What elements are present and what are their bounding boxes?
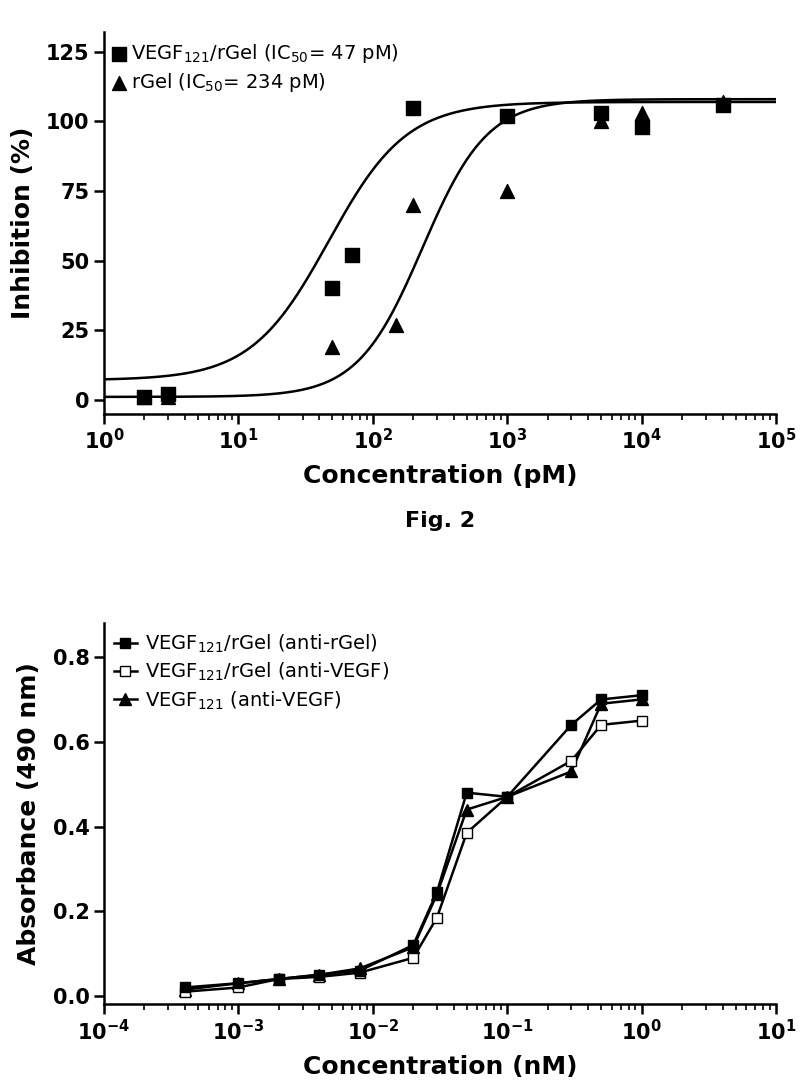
rGel (IC$_{50}$= 234 pM) [635, 105, 648, 122]
VEGF$_{121}$/rGel (anti-VEGF) [234, 981, 243, 994]
VEGF$_{121}$/rGel (IC$_{50}$= 47 pM) [326, 280, 338, 297]
VEGF$_{121}$ (anti-VEGF) [596, 698, 606, 711]
VEGF$_{121}$ (anti-VEGF) [274, 972, 284, 985]
VEGF$_{121}$/rGel (anti-VEGF) [355, 967, 365, 980]
VEGF$_{121}$/rGel (anti-rGel) [234, 976, 243, 989]
VEGF$_{121}$/rGel (anti-VEGF) [596, 718, 606, 731]
VEGF$_{121}$/rGel (IC$_{50}$= 47 pM) [594, 105, 607, 122]
rGel (IC$_{50}$= 234 pM) [390, 316, 403, 334]
Legend: VEGF$_{121}$/rGel (IC$_{50}$= 47 pM), rGel (IC$_{50}$= 234 pM): VEGF$_{121}$/rGel (IC$_{50}$= 47 pM), rG… [114, 42, 399, 94]
VEGF$_{121}$ (anti-VEGF) [502, 791, 512, 804]
VEGF$_{121}$ (anti-VEGF) [462, 804, 471, 816]
VEGF$_{121}$/rGel (anti-VEGF) [409, 951, 418, 964]
rGel (IC$_{50}$= 234 pM) [407, 197, 420, 214]
Y-axis label: Absorbance (490 nm): Absorbance (490 nm) [18, 662, 42, 966]
VEGF$_{121}$ (anti-VEGF) [432, 888, 442, 901]
rGel (IC$_{50}$= 234 pM) [716, 93, 729, 110]
rGel (IC$_{50}$= 234 pM) [326, 338, 338, 355]
VEGF$_{121}$/rGel (anti-VEGF) [637, 714, 646, 727]
rGel (IC$_{50}$= 234 pM) [162, 388, 174, 405]
VEGF$_{121}$/rGel (anti-VEGF) [432, 912, 442, 924]
VEGF$_{121}$ (anti-VEGF) [234, 976, 243, 989]
VEGF$_{121}$ (anti-VEGF) [409, 941, 418, 954]
VEGF$_{121}$/rGel (anti-rGel) [596, 693, 606, 706]
VEGF$_{121}$/rGel (anti-VEGF) [566, 755, 576, 768]
VEGF$_{121}$/rGel (anti-VEGF) [462, 826, 471, 839]
rGel (IC$_{50}$= 234 pM) [594, 112, 607, 130]
X-axis label: Concentration (pM): Concentration (pM) [302, 464, 578, 488]
VEGF$_{121}$/rGel (IC$_{50}$= 47 pM) [501, 107, 514, 124]
Line: VEGF$_{121}$/rGel (anti-rGel): VEGF$_{121}$/rGel (anti-rGel) [180, 690, 646, 993]
VEGF$_{121}$/rGel (anti-rGel) [637, 689, 646, 702]
Text: Fig. 2: Fig. 2 [405, 511, 475, 530]
VEGF$_{121}$ (anti-VEGF) [355, 962, 365, 975]
VEGF$_{121}$/rGel (anti-VEGF) [274, 972, 284, 985]
VEGF$_{121}$/rGel (anti-rGel) [409, 939, 418, 951]
VEGF$_{121}$/rGel (anti-rGel) [566, 718, 576, 731]
VEGF$_{121}$/rGel (IC$_{50}$= 47 pM) [635, 119, 648, 136]
rGel (IC$_{50}$= 234 pM) [138, 388, 151, 405]
rGel (IC$_{50}$= 234 pM) [501, 183, 514, 200]
VEGF$_{121}$/rGel (anti-rGel) [274, 972, 284, 985]
VEGF$_{121}$/rGel (anti-rGel) [314, 969, 324, 982]
VEGF$_{121}$/rGel (anti-rGel) [502, 791, 512, 804]
VEGF$_{121}$/rGel (anti-VEGF) [314, 971, 324, 984]
VEGF$_{121}$ (anti-VEGF) [637, 693, 646, 706]
Y-axis label: Inhibition (%): Inhibition (%) [10, 126, 34, 320]
X-axis label: Concentration (nM): Concentration (nM) [302, 1055, 578, 1079]
VEGF$_{121}$/rGel (anti-rGel) [180, 981, 190, 994]
VEGF$_{121}$/rGel (IC$_{50}$= 47 pM) [346, 246, 358, 264]
Legend: VEGF$_{121}$/rGel (anti-rGel), VEGF$_{121}$/rGel (anti-VEGF), VEGF$_{121}$ (anti: VEGF$_{121}$/rGel (anti-rGel), VEGF$_{12… [114, 633, 389, 712]
VEGF$_{121}$/rGel (anti-VEGF) [180, 985, 190, 998]
VEGF$_{121}$/rGel (IC$_{50}$= 47 pM) [138, 388, 151, 405]
Line: VEGF$_{121}$ (anti-VEGF): VEGF$_{121}$ (anti-VEGF) [179, 694, 647, 995]
VEGF$_{121}$ (anti-VEGF) [566, 765, 576, 778]
Line: VEGF$_{121}$/rGel (anti-VEGF): VEGF$_{121}$/rGel (anti-VEGF) [180, 716, 646, 997]
VEGF$_{121}$/rGel (anti-rGel) [462, 786, 471, 799]
VEGF$_{121}$/rGel (IC$_{50}$= 47 pM) [716, 96, 729, 113]
VEGF$_{121}$/rGel (anti-VEGF) [502, 791, 512, 804]
VEGF$_{121}$/rGel (IC$_{50}$= 47 pM) [162, 386, 174, 403]
VEGF$_{121}$ (anti-VEGF) [180, 983, 190, 996]
VEGF$_{121}$ (anti-VEGF) [314, 969, 324, 982]
VEGF$_{121}$/rGel (IC$_{50}$= 47 pM) [407, 99, 420, 117]
VEGF$_{121}$/rGel (anti-rGel) [432, 886, 442, 899]
VEGF$_{121}$/rGel (anti-rGel) [355, 964, 365, 977]
